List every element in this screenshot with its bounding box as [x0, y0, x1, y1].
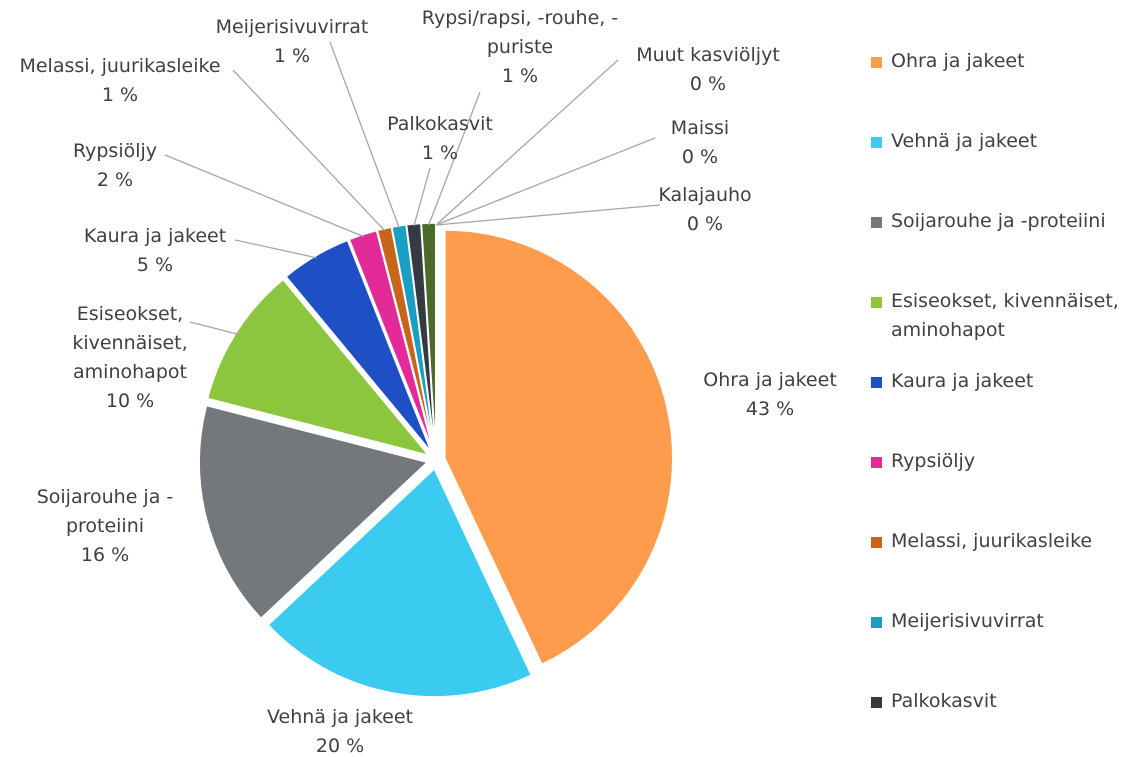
pie-slice: [348, 229, 434, 452]
legend-label: Meijerisivuvirrat: [891, 610, 1044, 632]
data-label: Soijarouhe ja -proteiini 16 %: [10, 483, 200, 570]
label-value: 0 %: [689, 73, 727, 95]
legend-label: Vehnä ja jakeet: [891, 130, 1038, 152]
leader-line: [435, 137, 656, 226]
pie-slice: [267, 467, 533, 698]
data-label: Palkokasvit 1 %: [340, 110, 540, 168]
pie-slice: [198, 404, 429, 620]
legend-swatch: [871, 377, 882, 388]
pie-slice: [285, 239, 433, 453]
legend-label: Rypsiöljy: [891, 450, 976, 472]
label-category: Ohra ja jakeet: [703, 369, 837, 391]
legend-swatch: [871, 457, 882, 468]
label-category: Soijarouhe ja -proteiini: [36, 486, 174, 537]
label-category: Rypsiöljy: [72, 140, 158, 162]
label-value: 43 %: [745, 398, 795, 420]
label-value: 2 %: [96, 169, 134, 191]
data-label: Kalajauho 0 %: [605, 181, 805, 239]
data-label: Ohra ja jakeet 43 %: [670, 366, 870, 424]
label-value: 0 %: [681, 146, 719, 168]
label-value: 16 %: [80, 544, 130, 566]
legend-swatch: [871, 297, 882, 308]
label-value: 1 %: [501, 65, 539, 87]
label-category: Maissi: [670, 117, 730, 139]
legend-label: Kaura ja jakeet: [891, 370, 1034, 392]
label-value: 1 %: [101, 84, 139, 106]
leader-line: [435, 204, 661, 226]
leader-line: [234, 239, 317, 259]
data-label: Melassi, juurikasleike 1 %: [0, 52, 240, 110]
legend-swatch: [871, 217, 882, 228]
legend-label: Palkokasvit: [891, 690, 997, 712]
label-category: Kalajauho: [658, 184, 752, 206]
legend-swatch: [871, 537, 882, 548]
leader-line: [232, 69, 386, 232]
legend-label: Esiseokset, kivennäiset, aminohapot: [891, 290, 1119, 341]
label-category: Rypsi/rapsi, -rouhe, -puriste: [421, 7, 619, 58]
leader-line: [428, 91, 481, 226]
data-label: Maissi 0 %: [600, 114, 800, 172]
label-value: 0 %: [686, 213, 724, 235]
data-label: Rypsi/rapsi, -rouhe, -puriste 1 %: [395, 4, 645, 91]
data-label: Rypsiöljy 2 %: [15, 137, 215, 195]
legend-swatch: [871, 697, 882, 708]
label-category: Melassi, juurikasleike: [19, 55, 221, 77]
data-label: Esiseokset, kivennäiset, aminohapot 10 %: [65, 300, 195, 416]
label-category: Palkokasvit: [387, 113, 493, 135]
data-label: Kaura ja jakeet 5 %: [55, 222, 255, 280]
label-category: Muut kasviöljyt: [636, 44, 780, 66]
legend-swatch: [871, 137, 882, 148]
label-value: 1 %: [421, 142, 459, 164]
label-category: Esiseokset, kivennäiset, aminohapot: [72, 303, 188, 383]
legend-label: Soijarouhe ja -proteiini: [891, 210, 1106, 232]
leader-line: [164, 154, 364, 238]
label-value: 10 %: [105, 390, 155, 412]
leader-line: [413, 167, 431, 227]
legend-label: Melassi, juurikasleike: [891, 530, 1093, 552]
label-category: Kaura ja jakeet: [83, 225, 227, 247]
legend-label: Ohra ja jakeet: [891, 50, 1025, 72]
leader-line: [435, 59, 619, 226]
data-label: Muut kasviöljyt 0 %: [608, 41, 808, 99]
legend-swatch: [871, 57, 882, 68]
label-value: 1 %: [273, 45, 311, 67]
leader-line: [189, 321, 238, 335]
legend-swatch: [871, 617, 882, 628]
data-label: Meijerisivuvirrat 1 %: [192, 13, 392, 71]
label-value: 20 %: [315, 735, 365, 757]
label-category: Vehnä ja jakeet: [266, 706, 414, 728]
label-value: 5 %: [136, 254, 174, 276]
pie-slice: [444, 229, 674, 666]
label-category: Meijerisivuvirrat: [215, 16, 369, 38]
leader-line: [329, 41, 400, 229]
data-label: Vehnä ja jakeet 20 %: [230, 703, 450, 757]
